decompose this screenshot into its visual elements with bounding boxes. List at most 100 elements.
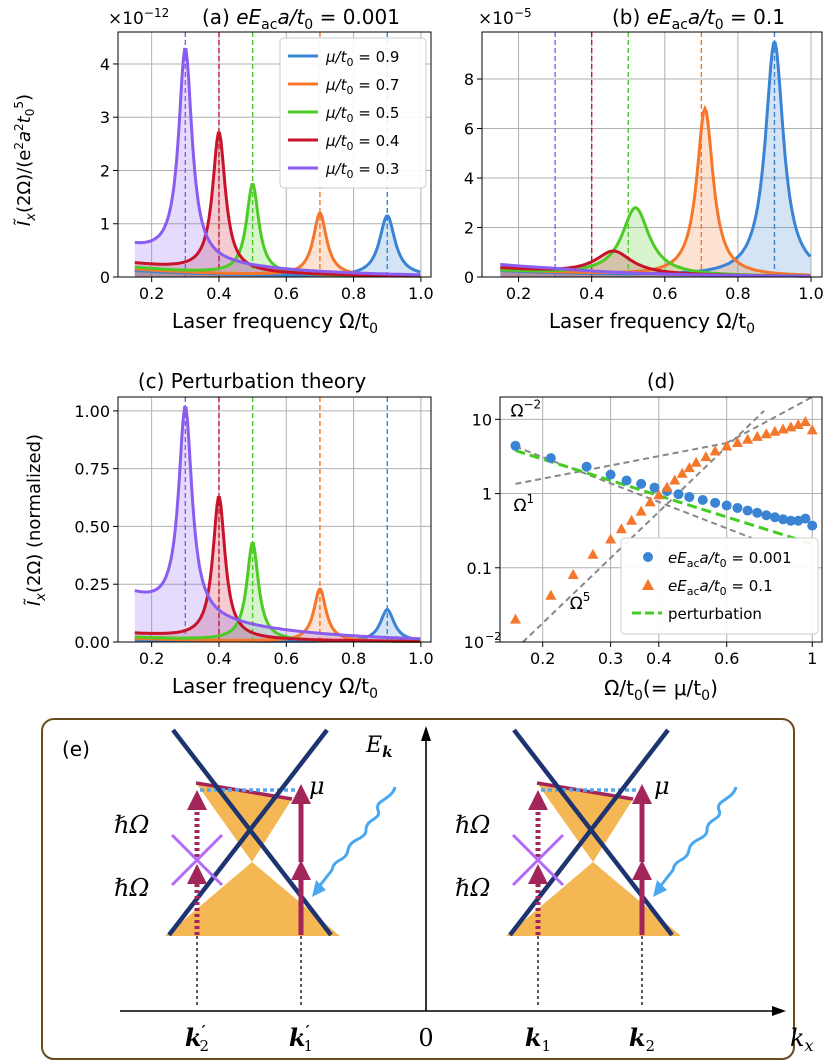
- data-point-circle: [807, 520, 818, 531]
- kx-axis-arrowhead: [772, 1006, 786, 1016]
- panel-c-ticks: 0.2 0.4 0.6 0.8 1.0 0.00 0.25 0.50 0.75 1.00: [74, 402, 433, 668]
- photon-wave-arrowhead: [653, 880, 667, 897]
- panel-e-label: (e): [62, 737, 90, 761]
- y-tick-label: 0.50: [74, 517, 110, 536]
- y-tick-label: 10: [472, 410, 492, 429]
- y-tick-label: 6: [464, 120, 474, 139]
- x-tick-label: 0.6: [274, 649, 299, 668]
- x-tick-label: 0.8: [725, 284, 750, 303]
- data-point-circle: [769, 512, 780, 523]
- panel-a-fills: [134, 49, 421, 277]
- panel-a-ticks: 0.2 0.4 0.6 0.8 1.0 0 1 2 3 4: [100, 55, 434, 303]
- k2prime-label: k′ 2: [185, 1022, 209, 1055]
- y-tick-label: 4: [464, 169, 474, 188]
- y-tick-label: 0.00: [74, 633, 110, 652]
- energy-axis-arrowhead: [421, 726, 431, 741]
- right-cone: μ ℏΩ ℏΩ k1 k2: [455, 728, 738, 1055]
- data-point-circle: [673, 489, 684, 500]
- panel-d-title: (d): [647, 369, 675, 393]
- data-point-triangle: [742, 433, 754, 444]
- legend-entry: μ/t0 = 0.9: [325, 48, 399, 69]
- panel-c-ylabel: Ĩx(2Ω) (normalized): [23, 434, 49, 606]
- legend-box: [620, 537, 819, 635]
- series-fill: [500, 42, 811, 278]
- legend-entry: eEaca/t0 = 0.1: [668, 577, 773, 598]
- x-tick-label: 0.2: [139, 649, 164, 668]
- kx-axis-label: kx: [790, 1024, 814, 1055]
- data-point-triangle: [626, 514, 638, 525]
- data-point-circle: [510, 440, 521, 451]
- data-point-circle: [684, 491, 695, 502]
- data-point-circle: [761, 510, 772, 521]
- data-point-circle: [621, 475, 632, 486]
- x-tick-label: 0.8: [341, 284, 366, 303]
- series-fill: [500, 207, 811, 277]
- data-point-triangle: [731, 437, 743, 448]
- panel-b-resonance-lines: [554, 32, 776, 277]
- perturbation-line: [515, 449, 813, 546]
- data-point-triangle: [615, 523, 627, 534]
- data-point-triangle: [700, 451, 712, 462]
- data-point-triangle: [605, 533, 617, 544]
- series-fill: [134, 49, 421, 277]
- y-tick-label: 0: [100, 268, 110, 287]
- data-point-circle: [636, 478, 647, 489]
- y-tick-label: 0.25: [74, 575, 110, 594]
- right-cone-line: [508, 728, 670, 937]
- panel-e-diagram: (e) Ek kx 0 μ ℏΩ ℏΩ: [41, 718, 814, 1060]
- data-point-triangle: [587, 548, 599, 559]
- x-tick-label: 0.4: [579, 284, 604, 303]
- y-tick-label: 8: [464, 70, 474, 89]
- data-point-triangle: [567, 568, 579, 579]
- data-point-triangle: [676, 467, 688, 478]
- data-point-circle: [800, 513, 811, 524]
- legend-entry: μ/t0 = 0.5: [325, 104, 399, 125]
- cross-icon: [511, 833, 565, 887]
- panel-a-frame: [117, 31, 432, 278]
- legend-entry: eEaca/t0 = 0.001: [668, 549, 792, 570]
- panel-c-resonance-lines: [184, 397, 388, 642]
- power-law-guide: [726, 397, 813, 444]
- data-point-triangle: [777, 423, 789, 434]
- legend-entry: μ/t0 = 0.7: [325, 76, 399, 97]
- panel-d-legend: eEaca/t0 = 0.001 eEaca/t0 = 0.1 perturba…: [620, 537, 819, 635]
- data-point-circle: [742, 505, 753, 516]
- legend-box: [279, 37, 427, 189]
- panel-b-ticks: 0.2 0.4 0.6 0.8 1.0 0 2 4 6 8: [464, 70, 824, 303]
- panel-c-title: (c) Perturbation theory: [138, 369, 366, 393]
- data-point-circle: [649, 482, 660, 493]
- energy-axis-label: Ek: [365, 733, 392, 761]
- legend-marker-triangle: [642, 579, 654, 590]
- data-point-triangle: [644, 496, 656, 507]
- panel-c-xlabel: Laser frequency Ω/t0: [172, 674, 378, 702]
- x-tick-label: 0.4: [646, 649, 671, 668]
- legend-entry: μ/t0 = 0.3: [325, 160, 399, 181]
- y-tick-label: 1.00: [74, 402, 110, 421]
- power-law-label: Ω−2: [510, 397, 541, 421]
- data-point-triangle: [751, 430, 763, 441]
- origin-label: 0: [418, 1024, 433, 1052]
- panel-c-frame: [117, 396, 432, 643]
- y-tick-label: 0: [464, 268, 474, 287]
- y-tick-label: 4: [100, 55, 110, 74]
- panel-a-xlabel: Laser frequency Ω/t0: [172, 309, 378, 337]
- x-tick-label: 0.6: [274, 284, 299, 303]
- data-point-circle: [785, 515, 796, 526]
- panel-a-chart: 0.2 0.4 0.6 0.8 1.0 0 1 2 3 4 ×10−12 (a) eEaca/t0…: [12, 5, 434, 337]
- data-point-circle: [581, 461, 592, 472]
- x-tick-label: 0.6: [652, 284, 677, 303]
- panel-a-legend: μ/t0 = 0.9 μ/t0 = 0.7 μ/t0 = 0.5 μ/t0 = 0.4…: [279, 37, 427, 189]
- panel-b-xlabel: Laser frequency Ω/t0: [549, 309, 755, 337]
- panel-b-frame: [481, 31, 823, 278]
- panel-b-title: (b) eEaca/t0 = 0.1: [612, 5, 785, 33]
- photon-label: ℏΩ: [455, 811, 490, 839]
- data-point-triangle: [653, 489, 665, 500]
- data-point-circle: [697, 494, 708, 505]
- series-fill: [134, 216, 421, 277]
- data-point-circle: [605, 469, 616, 480]
- legend-entry: μ/t0 = 0.4: [325, 132, 399, 153]
- panel-a-title: (a) eEaca/t0 = 0.001: [202, 5, 400, 33]
- data-point-triangle: [690, 456, 702, 467]
- data-point-triangle: [806, 424, 818, 435]
